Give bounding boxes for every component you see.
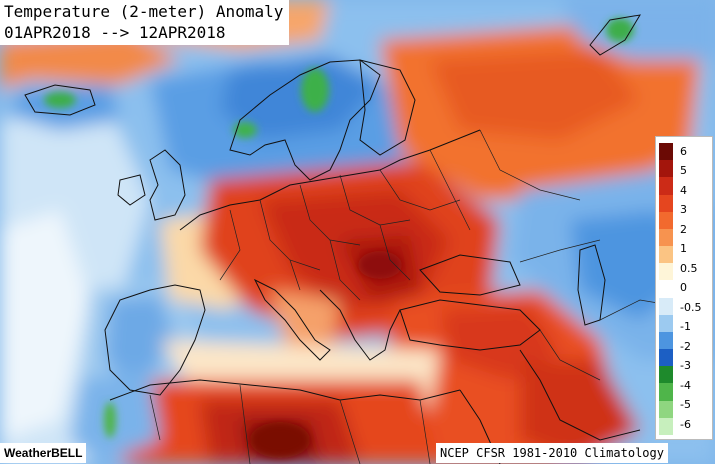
colorbar-swatch <box>659 160 673 178</box>
colorbar-tick-label: -0.5 <box>680 300 702 314</box>
colorbar-swatch <box>659 383 673 402</box>
colorbar-swatch <box>659 177 673 196</box>
colorbar-tick-label: 0.5 <box>680 261 698 275</box>
brand-label: WeatherBELL <box>0 443 87 463</box>
anomaly-detail <box>44 18 634 458</box>
colorbar-swatch <box>659 366 673 384</box>
title-period: 01APR2018 --> 12APR2018 <box>4 23 226 42</box>
colorbar-swatch <box>659 143 673 161</box>
colorbar-swatch <box>659 349 673 367</box>
colorbar-legend: 6 5 4 3 2 1 0.5 0 -0.5 -1 -2 -3 -4 -5 -6 <box>655 136 713 440</box>
colorbar-tick-label: -5 <box>680 398 691 412</box>
colorbar-swatch <box>659 331 673 350</box>
colorbar-swatch <box>659 314 673 333</box>
colorbar-tick-label: -1 <box>680 320 691 334</box>
country-borders <box>149 129 701 464</box>
colorbar-tick-label: -2 <box>680 339 691 353</box>
colorbar-tick-label: 5 <box>680 164 687 178</box>
colorbar-swatch <box>659 280 673 299</box>
colorbar-swatch <box>659 228 673 247</box>
colorbar-tick-label: 6 <box>680 145 687 158</box>
colorbar-tick-label: 0 <box>680 281 687 295</box>
colorbar-swatch <box>659 417 673 436</box>
colorbar-tick-label: 4 <box>680 183 687 197</box>
colorbar-swatch <box>659 246 673 264</box>
colorbar-tick-label: -6 <box>680 417 691 431</box>
climatology-source: NCEP CFSR 1981-2010 Climatology <box>436 443 668 463</box>
colorbar-tick-label: -4 <box>680 378 691 392</box>
colorbar-swatch <box>659 194 673 213</box>
colorbar-tick-label: 3 <box>680 203 687 217</box>
colorbar-tick-label: -3 <box>680 359 691 373</box>
title-variable: Temperature (2-meter) Anomaly <box>4 2 284 21</box>
map-title: Temperature (2-meter) Anomaly 01APR2018 … <box>0 0 290 45</box>
colorbar-tick-label: 2 <box>680 222 687 236</box>
colorbar-tick-label: 1 <box>680 242 687 256</box>
colorbar-swatch <box>659 400 673 419</box>
colorbar-swatch <box>659 263 673 281</box>
colorbar-swatch <box>659 297 673 316</box>
colorbar-swatch <box>659 211 673 230</box>
